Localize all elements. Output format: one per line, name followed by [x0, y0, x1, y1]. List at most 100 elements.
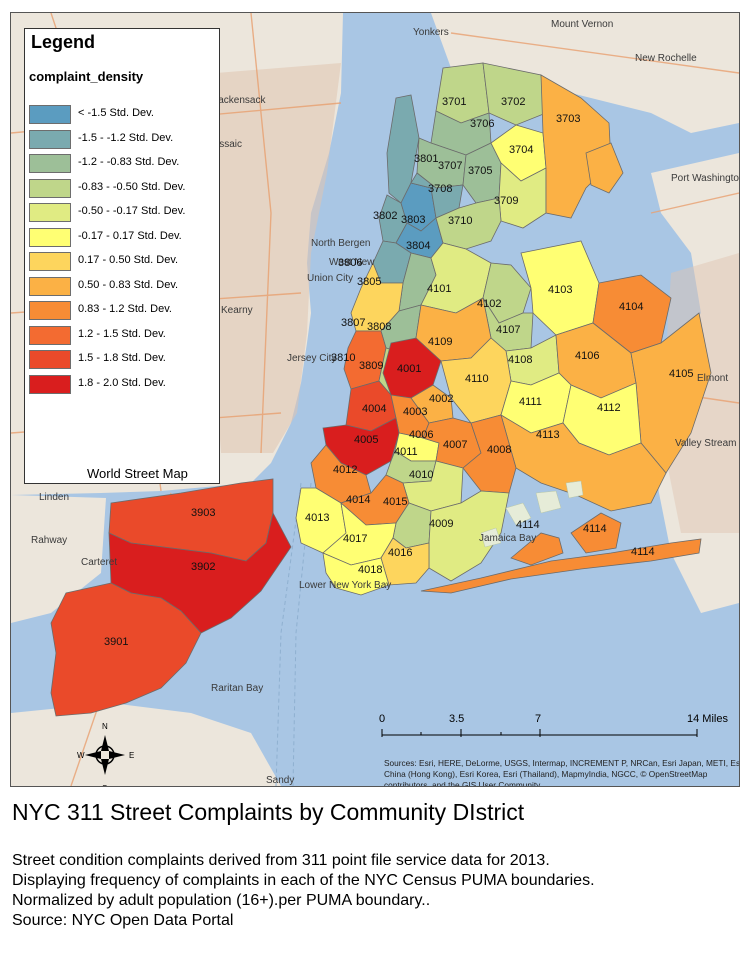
puma-label-4113: 4113: [536, 429, 560, 441]
jamaica-bay-islands: [480, 480, 584, 548]
puma-label-3801: 3801: [414, 153, 438, 165]
legend-class-label: -1.2 - -0.83 Std. Dev.: [78, 156, 180, 168]
place-label: Hackensack: [211, 95, 266, 106]
puma-3701[interactable]: [435, 62, 490, 124]
place-label: Elmont: [697, 373, 728, 384]
puma-3703b[interactable]: [585, 142, 624, 194]
place-label: Mount Vernon: [551, 19, 613, 30]
place-label: Rahway: [31, 535, 67, 546]
legend-class-row: 0.50 - 0.83 Std. Dev.: [29, 276, 219, 296]
puma-label-4016: 4016: [388, 547, 412, 559]
place-label: Port Washington: [671, 173, 739, 184]
legend-color-swatch: [29, 252, 71, 271]
map-description: Street condition complaints derived from…: [12, 851, 595, 931]
place-label: Jamaica Bay: [479, 533, 536, 544]
puma-label-4018: 4018: [358, 564, 382, 576]
puma-label-4006: 4006: [409, 429, 433, 441]
map-frame[interactable]: Yonkers Mount Vernon New Rochelle Hacken…: [10, 12, 740, 787]
legend-class-label: -0.17 - 0.17 Std. Dev.: [78, 229, 182, 242]
puma-label-4015: 4015: [383, 496, 407, 508]
legend-class-row: -0.83 - -0.50 Std. Dev.: [29, 178, 219, 198]
puma-3702[interactable]: [482, 62, 547, 126]
puma-label-3701: 3701: [442, 96, 466, 108]
puma-label-3802: 3802: [373, 210, 397, 222]
north-arrow-icon: N S W E: [77, 722, 134, 787]
legend-color-swatch: [29, 178, 71, 198]
puma-4114c[interactable]: [420, 538, 702, 594]
puma-label-3702: 3702: [501, 96, 525, 108]
scale-tick-label: 0: [379, 713, 386, 725]
puma-label-3707: 3707: [438, 160, 462, 172]
puma-label-3808: 3808: [367, 321, 391, 333]
place-label: Lower New York Bay: [299, 580, 391, 591]
puma-label-4009: 4009: [429, 518, 453, 530]
legend-class-row: -1.2 - -0.83 Std. Dev.: [29, 154, 219, 173]
legend-color-swatch: [29, 301, 71, 320]
puma-3901[interactable]: [50, 582, 202, 717]
legend-color-swatch: [29, 203, 71, 222]
puma-label-3806: 3806: [338, 257, 362, 269]
legend-class-label: 1.2 - 1.5 Std. Dev.: [78, 327, 166, 340]
place-label: West New: [329, 257, 375, 268]
place-label: Passaic: [207, 139, 242, 150]
legend-basemap-label: World Street Map: [87, 466, 188, 481]
legend-color-swatch: [29, 227, 71, 247]
legend-class-row: 0.17 - 0.50 Std. Dev.: [29, 252, 219, 271]
legend-class-label: -0.83 - -0.50 Std. Dev.: [78, 180, 186, 193]
puma-4113[interactable]: [500, 414, 667, 512]
nj-urban-area: [211, 63, 341, 453]
legend-class-label: -1.5 - -1.2 Std. Dev.: [78, 131, 174, 144]
puma-label-3902: 3902: [191, 561, 215, 573]
compass-n: N: [102, 722, 108, 731]
compass-e: E: [129, 751, 134, 760]
puma-label-4104: 4104: [619, 301, 643, 313]
map-sources-credit: Sources: Esri, HERE, DeLorme, USGS, Inte…: [384, 758, 740, 787]
legend-class-row: < -1.5 Std. Dev.: [29, 105, 219, 124]
puma-labels: 3701 3702 3703 3704 3705 3706 3707 3708 …: [104, 96, 693, 648]
place-label: Kearny: [221, 305, 253, 316]
puma-label-3804: 3804: [406, 240, 430, 252]
description-line: Street condition complaints derived from…: [12, 852, 550, 869]
puma-label-4107: 4107: [496, 324, 520, 336]
map-title: NYC 311 Street Complaints by Community D…: [12, 799, 525, 825]
puma-label-4114-island: 4114: [516, 519, 540, 531]
puma-label-4012: 4012: [333, 464, 357, 476]
puma-label-3705: 3705: [468, 165, 492, 177]
place-label: North Bergen: [311, 238, 370, 249]
choropleth-map[interactable]: Yonkers Mount Vernon New Rochelle Hacken…: [11, 13, 739, 786]
puma-label-4003: 4003: [403, 406, 427, 418]
legend-class-row: 1.5 - 1.8 Std. Dev.: [29, 350, 219, 369]
puma-label-4004: 4004: [362, 403, 386, 415]
compass-s: S: [102, 784, 107, 787]
puma-label-3708: 3708: [428, 183, 452, 195]
puma-4114b[interactable]: [570, 512, 622, 554]
puma-label-3901: 3901: [104, 636, 128, 648]
puma-label-3709: 3709: [494, 195, 518, 207]
place-label: Yonkers: [413, 27, 449, 38]
puma-label-4101: 4101: [427, 283, 451, 295]
puma-label-4109: 4109: [428, 336, 452, 348]
puma-label-4011: 4011: [394, 446, 418, 458]
puma-label-3810: 3810: [331, 352, 355, 364]
legend-field-name: complaint_density: [29, 69, 144, 84]
puma-label-4008: 4008: [487, 444, 511, 456]
place-label: New Rochelle: [635, 53, 697, 64]
place-label: Valley Stream: [675, 438, 737, 449]
puma-label-4017: 4017: [343, 533, 367, 545]
puma-label-3809: 3809: [359, 360, 383, 372]
legend-class-label: < -1.5 Std. Dev.: [78, 107, 154, 119]
scale-tick-label: 7: [535, 713, 542, 725]
legend-class-label: -0.50 - -0.17 Std. Dev.: [78, 205, 186, 217]
legend-color-swatch: [29, 276, 71, 296]
puma-4018[interactable]: [322, 552, 390, 596]
westchester-land: [431, 13, 739, 133]
puma-label-4110: 4110: [465, 373, 489, 385]
legend-class-row: 1.2 - 1.5 Std. Dev.: [29, 325, 219, 345]
puma-4114[interactable]: [510, 532, 564, 566]
legend-class-label: 0.50 - 0.83 Std. Dev.: [78, 278, 179, 291]
puma-label-4111: 4111: [519, 396, 542, 408]
legend-class-label: 0.17 - 0.50 Std. Dev.: [78, 254, 179, 266]
puma-4016[interactable]: [380, 537, 430, 586]
scale-bar: 0 3.5 7 14 Miles: [379, 713, 739, 747]
place-label: Union City: [307, 273, 353, 284]
